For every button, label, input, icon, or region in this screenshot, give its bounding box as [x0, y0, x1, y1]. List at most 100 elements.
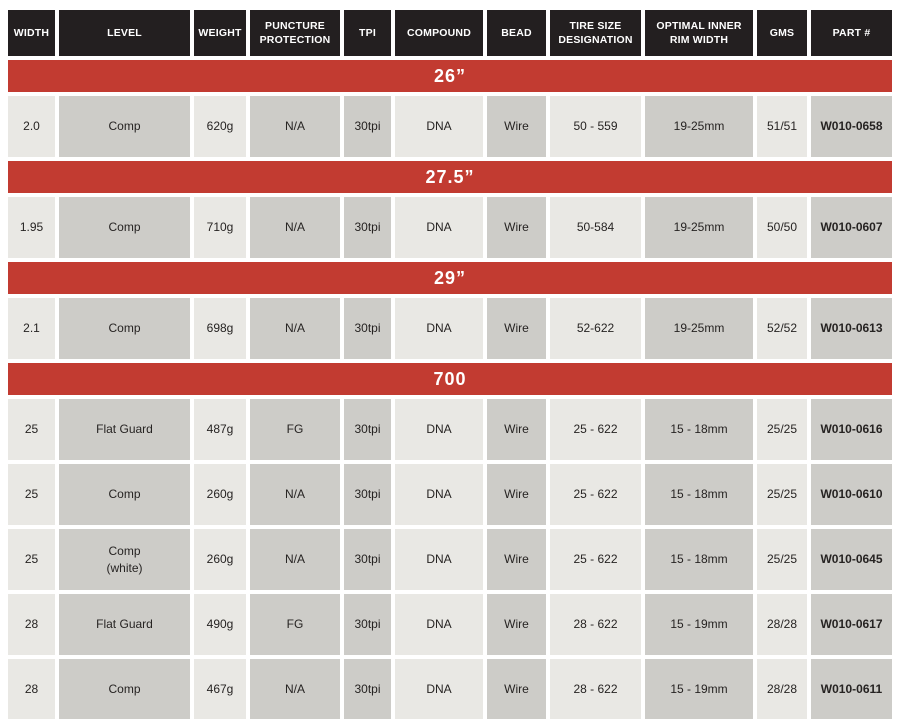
cell-part: W010-0613	[811, 298, 892, 359]
cell-tiresize: 25 - 622	[550, 399, 641, 460]
cell-width: 28	[8, 659, 55, 719]
cell-level: Comp	[59, 464, 190, 525]
cell-gms: 25/25	[757, 529, 807, 590]
cell-puncture: N/A	[250, 659, 340, 719]
cell-tpi: 30tpi	[344, 594, 391, 655]
cell-bead: Wire	[487, 464, 546, 525]
cell-weight: 260g	[194, 464, 246, 525]
cell-part: W010-0645	[811, 529, 892, 590]
cell-tpi: 30tpi	[344, 96, 391, 157]
cell-level: Flat Guard	[59, 399, 190, 460]
column-header-puncture: PUNCTURE PROTECTION	[250, 10, 340, 56]
cell-part: W010-0610	[811, 464, 892, 525]
column-header-part: PART #	[811, 10, 892, 56]
cell-part: W010-0607	[811, 197, 892, 258]
cell-rimwidth: 19-25mm	[645, 96, 753, 157]
column-header-tiresize: TIRE SIZE DESIGNATION	[550, 10, 641, 56]
cell-bead: Wire	[487, 529, 546, 590]
cell-part: W010-0611	[811, 659, 892, 719]
cell-bead: Wire	[487, 659, 546, 719]
cell-rimwidth: 15 - 18mm	[645, 464, 753, 525]
cell-bead: Wire	[487, 197, 546, 258]
cell-weight: 620g	[194, 96, 246, 157]
cell-weight: 487g	[194, 399, 246, 460]
section-band-26: 26”	[8, 60, 892, 92]
column-header-rimwidth: OPTIMAL INNER RIM WIDTH	[645, 10, 753, 56]
cell-rimwidth: 19-25mm	[645, 298, 753, 359]
cell-puncture: N/A	[250, 197, 340, 258]
cell-compound: DNA	[395, 399, 483, 460]
cell-puncture: FG	[250, 594, 340, 655]
cell-rimwidth: 15 - 18mm	[645, 529, 753, 590]
cell-gms: 25/25	[757, 464, 807, 525]
section-band-29: 29”	[8, 262, 892, 294]
cell-width: 25	[8, 464, 55, 525]
cell-part: W010-0658	[811, 96, 892, 157]
cell-weight: 710g	[194, 197, 246, 258]
cell-tiresize: 50 - 559	[550, 96, 641, 157]
cell-compound: DNA	[395, 464, 483, 525]
cell-width: 28	[8, 594, 55, 655]
column-header-compound: COMPOUND	[395, 10, 483, 56]
cell-width: 2.1	[8, 298, 55, 359]
cell-tiresize: 25 - 622	[550, 529, 641, 590]
cell-level: Flat Guard	[59, 594, 190, 655]
cell-width: 25	[8, 399, 55, 460]
cell-rimwidth: 15 - 19mm	[645, 659, 753, 719]
cell-rimwidth: 19-25mm	[645, 197, 753, 258]
cell-rimwidth: 15 - 18mm	[645, 399, 753, 460]
cell-compound: DNA	[395, 96, 483, 157]
column-header-gms: GMS	[757, 10, 807, 56]
cell-tiresize: 52-622	[550, 298, 641, 359]
cell-weight: 490g	[194, 594, 246, 655]
cell-bead: Wire	[487, 594, 546, 655]
cell-bead: Wire	[487, 399, 546, 460]
cell-compound: DNA	[395, 659, 483, 719]
cell-weight: 698g	[194, 298, 246, 359]
cell-tpi: 30tpi	[344, 529, 391, 590]
column-header-bead: BEAD	[487, 10, 546, 56]
cell-width: 2.0	[8, 96, 55, 157]
cell-tiresize: 25 - 622	[550, 464, 641, 525]
column-header-tpi: TPI	[344, 10, 391, 56]
column-header-width: WIDTH	[8, 10, 55, 56]
cell-gms: 28/28	[757, 594, 807, 655]
cell-puncture: N/A	[250, 298, 340, 359]
cell-tiresize: 28 - 622	[550, 594, 641, 655]
cell-compound: DNA	[395, 529, 483, 590]
cell-bead: Wire	[487, 298, 546, 359]
cell-tpi: 30tpi	[344, 659, 391, 719]
cell-gms: 52/52	[757, 298, 807, 359]
cell-width: 25	[8, 529, 55, 590]
cell-compound: DNA	[395, 594, 483, 655]
cell-gms: 28/28	[757, 659, 807, 719]
cell-puncture: FG	[250, 399, 340, 460]
cell-level: Comp	[59, 298, 190, 359]
cell-bead: Wire	[487, 96, 546, 157]
column-header-weight: WEIGHT	[194, 10, 246, 56]
spec-grid: WIDTH LEVEL WEIGHT PUNCTURE PROTECTION TPI CO…	[8, 10, 892, 719]
cell-gms: 51/51	[757, 96, 807, 157]
cell-weight: 467g	[194, 659, 246, 719]
cell-level: Comp	[59, 197, 190, 258]
cell-puncture: N/A	[250, 96, 340, 157]
cell-part: W010-0616	[811, 399, 892, 460]
cell-part: W010-0617	[811, 594, 892, 655]
cell-width: 1.95	[8, 197, 55, 258]
cell-puncture: N/A	[250, 529, 340, 590]
section-band-27-5: 27.5”	[8, 161, 892, 193]
cell-compound: DNA	[395, 197, 483, 258]
column-header-level: LEVEL	[59, 10, 190, 56]
cell-gms: 50/50	[757, 197, 807, 258]
cell-gms: 25/25	[757, 399, 807, 460]
cell-level: Comp	[59, 659, 190, 719]
cell-tiresize: 28 - 622	[550, 659, 641, 719]
cell-tpi: 30tpi	[344, 197, 391, 258]
cell-puncture: N/A	[250, 464, 340, 525]
cell-level: Comp	[59, 96, 190, 157]
cell-tpi: 30tpi	[344, 298, 391, 359]
cell-tiresize: 50-584	[550, 197, 641, 258]
cell-weight: 260g	[194, 529, 246, 590]
cell-rimwidth: 15 - 19mm	[645, 594, 753, 655]
